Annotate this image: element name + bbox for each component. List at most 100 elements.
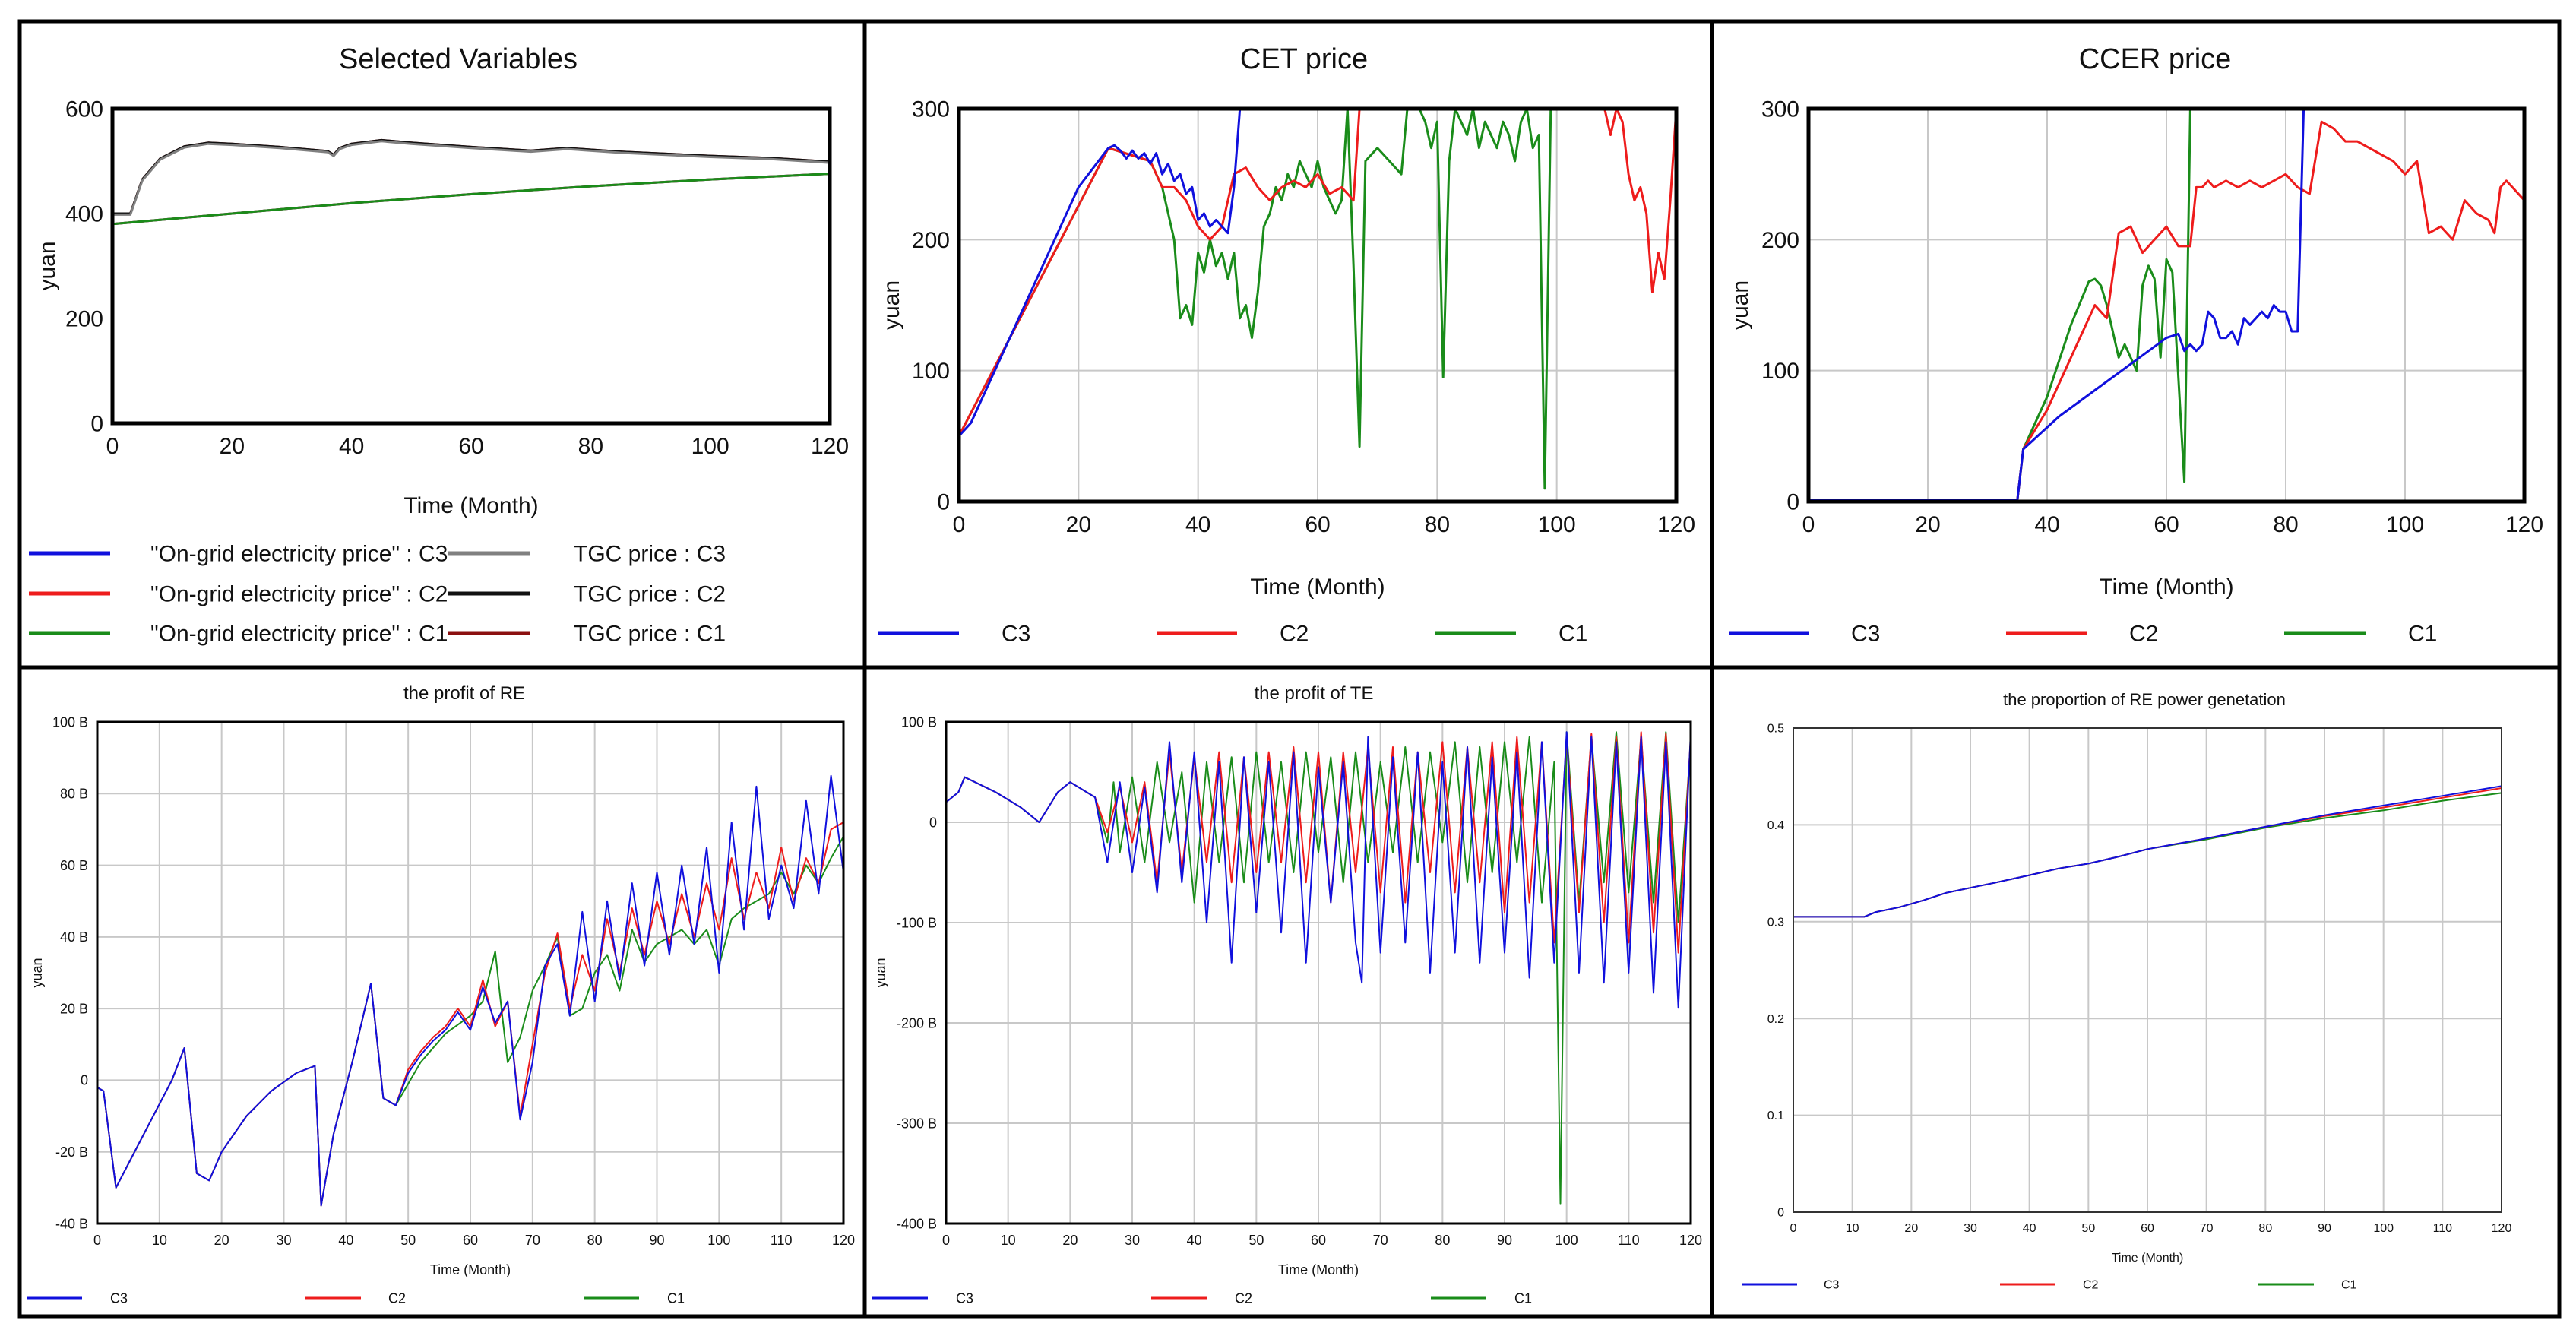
x-tick-label: 30 — [1964, 1222, 1977, 1235]
x-tick-label: 40 — [2034, 512, 2059, 537]
legend-label: C1 — [1559, 622, 1587, 647]
legend-label: C2 — [388, 1290, 406, 1306]
y-tick-label: 400 — [65, 202, 103, 227]
chart-title: CCER price — [2079, 43, 2232, 75]
y-tick-label: 100 B — [901, 714, 937, 730]
y-tick-label: 200 — [912, 228, 950, 253]
legend-label: TGC price : C2 — [574, 582, 726, 607]
y-tick-label: 200 — [1761, 228, 1799, 253]
y-axis-label: yuan — [879, 280, 904, 330]
series-line — [112, 173, 831, 226]
x-tick-label: 60 — [1311, 1233, 1326, 1248]
x-tick-label: 10 — [152, 1233, 167, 1248]
y-axis-label: yuan — [873, 958, 888, 987]
x-tick-label: 120 — [811, 434, 849, 459]
x-tick-label: 60 — [463, 1233, 478, 1248]
series-line — [112, 138, 831, 215]
chart-title: Selected Variables — [339, 43, 578, 75]
x-tick-label: 50 — [1248, 1233, 1264, 1248]
x-tick-label: 50 — [2081, 1222, 2095, 1235]
x-tick-label: 80 — [1435, 1233, 1450, 1248]
x-tick-label: 80 — [578, 434, 603, 459]
series-line — [112, 173, 831, 226]
plot-frame — [110, 106, 832, 426]
x-tick-label: 40 — [339, 434, 364, 459]
series-line — [1793, 785, 2502, 918]
y-tick-label: 60 B — [60, 858, 88, 873]
legend-label: C3 — [1851, 622, 1880, 647]
x-tick-label: 110 — [771, 1233, 793, 1248]
plot-frame — [96, 720, 845, 1225]
plot-frame — [945, 720, 1692, 1225]
y-tick-label: -100 B — [897, 915, 937, 930]
x-tick-label: 40 — [338, 1233, 353, 1248]
y-tick-label: -40 B — [55, 1216, 88, 1231]
x-tick-label: 60 — [458, 434, 483, 459]
x-tick-label: 0 — [106, 434, 119, 459]
chart-title: the profit of RE — [403, 683, 525, 704]
x-tick-label: 100 — [2373, 1222, 2394, 1235]
x-tick-label: 0 — [953, 512, 966, 537]
y-tick-label: 0 — [1777, 1207, 1784, 1220]
x-tick-label: 100 — [691, 434, 729, 459]
y-tick-label: 0 — [937, 490, 950, 515]
x-tick-label: 90 — [1497, 1233, 1512, 1248]
series-line — [945, 731, 1691, 1009]
x-tick-label: 40 — [1187, 1233, 1202, 1248]
legend-label: C1 — [1514, 1290, 1532, 1306]
x-tick-label: 110 — [2433, 1222, 2453, 1235]
y-tick-label: 0.5 — [1767, 723, 1784, 736]
y-tick-label: 600 — [65, 97, 103, 122]
x-tick-label: 100 — [707, 1233, 730, 1248]
legend-label: "On-grid electricity price" : C1 — [150, 622, 448, 647]
x-tick-label: 40 — [1185, 512, 1210, 537]
x-tick-label: 40 — [2023, 1222, 2036, 1235]
x-tick-label: 70 — [1373, 1233, 1388, 1248]
x-tick-label: 20 — [1904, 1222, 1918, 1235]
legend-label: C2 — [2083, 1279, 2099, 1292]
x-tick-label: 70 — [525, 1233, 540, 1248]
x-tick-label: 10 — [1001, 1233, 1016, 1248]
x-tick-label: 100 — [1538, 512, 1576, 537]
series-line — [945, 731, 1691, 954]
chart-panel-6: the proportion of RE power genetation 0 10… — [1742, 690, 2511, 1292]
y-axis-label: yuan — [30, 958, 45, 987]
series-line — [97, 774, 844, 1207]
x-tick-label: 30 — [276, 1233, 291, 1248]
x-tick-label: 0 — [1802, 512, 1815, 537]
y-tick-label: 100 B — [52, 714, 88, 730]
legend-label: TGC price : C1 — [574, 622, 726, 647]
legend-label: C1 — [667, 1290, 685, 1306]
y-tick-label: 200 — [65, 307, 103, 332]
y-tick-label: 0.2 — [1767, 1013, 1784, 1026]
x-tick-label: 120 — [2492, 1222, 2512, 1235]
x-tick-label: 60 — [1305, 512, 1330, 537]
x-tick-label: 60 — [2154, 512, 2179, 537]
series-line — [1809, 107, 2524, 502]
y-tick-label: 100 — [1761, 359, 1799, 384]
plot-frame — [1806, 106, 2527, 504]
x-tick-label: 20 — [220, 434, 245, 459]
x-tick-label: 20 — [1915, 512, 1940, 537]
y-tick-label: 40 B — [60, 929, 88, 945]
plot-frame — [1793, 727, 2502, 1213]
y-tick-label: 300 — [1761, 97, 1799, 122]
legend-label: C3 — [1002, 622, 1030, 647]
series-line — [1809, 120, 2526, 502]
legend-label: "On-grid electricity price" : C2 — [150, 582, 448, 607]
x-tick-label: 100 — [1555, 1233, 1578, 1248]
y-tick-label: -300 B — [897, 1116, 937, 1131]
x-tick-label: 0 — [942, 1233, 950, 1248]
x-tick-label: 120 — [1657, 512, 1695, 537]
y-tick-label: 0 — [1786, 490, 1799, 515]
x-tick-label: 10 — [1846, 1222, 1859, 1235]
legend-label: C3 — [110, 1290, 128, 1306]
x-axis-label: Time (Month) — [2112, 1252, 2184, 1265]
plot-frame — [957, 106, 1679, 504]
chart-panel-2: CET price 0 20 40 60 80 100 120 0 100 200 300 Time (… — [878, 43, 1695, 647]
y-tick-label: 0.3 — [1767, 916, 1784, 929]
x-axis-label: Time (Month) — [1250, 575, 1385, 600]
chart-title: the profit of TE — [1255, 683, 1374, 704]
